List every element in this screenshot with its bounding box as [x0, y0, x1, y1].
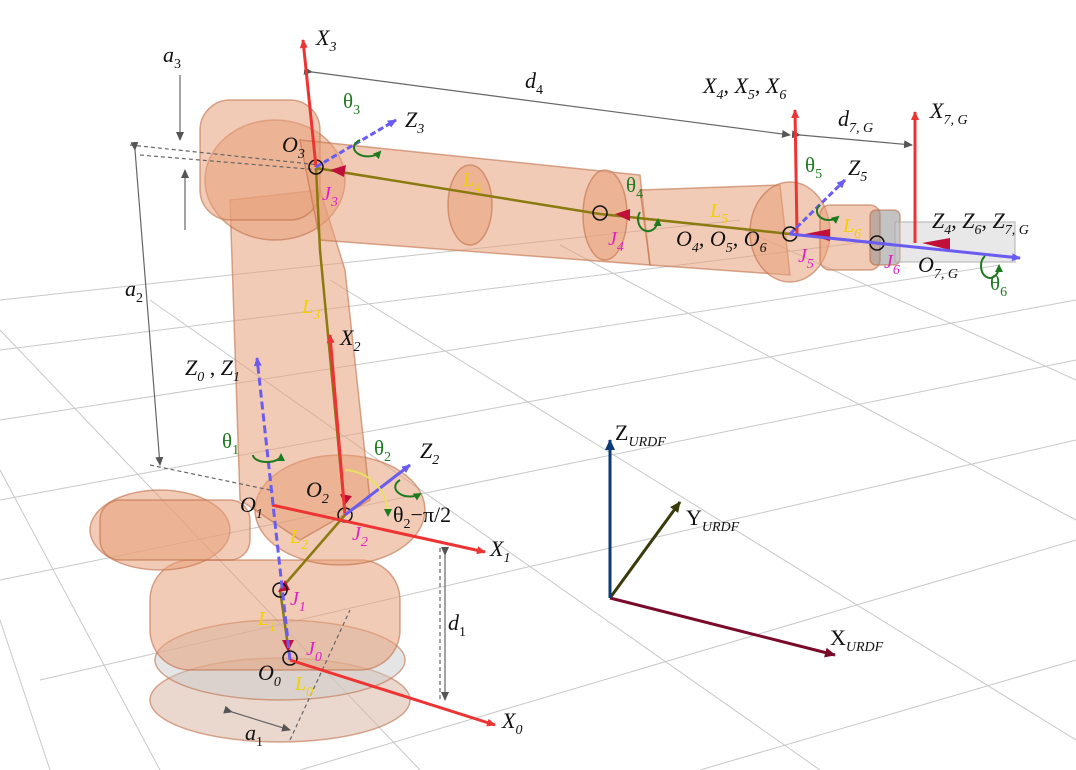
label-j5: J5: [798, 245, 814, 272]
label-l6: L6: [842, 215, 861, 242]
label-a2: a2: [125, 276, 143, 306]
label-x3: X3: [315, 25, 336, 55]
label-urdf-y: YURDF: [686, 505, 740, 535]
label-urdf-x: XURDF: [830, 625, 884, 655]
label-x1: X1: [489, 536, 510, 566]
label-l1: L1: [257, 608, 276, 635]
label-theta2: θ2: [374, 436, 391, 465]
label-z3: Z3: [405, 107, 424, 137]
label-j0: J0: [306, 638, 322, 665]
label-j2: J2: [352, 523, 368, 550]
label-theta4: θ4: [626, 173, 643, 202]
label-z2: Z2: [420, 438, 439, 468]
label-x2: X2: [339, 325, 360, 355]
urdf-y-axis: [608, 501, 682, 599]
label-o456: O4, O5, O6: [676, 226, 767, 256]
urdf-frame: [605, 439, 836, 658]
label-d4: d4: [525, 68, 543, 98]
label-o2: O2: [306, 477, 329, 507]
label-j3: J3: [322, 183, 338, 210]
label-theta2-offset: θ2−π/2: [393, 502, 451, 532]
x-axes: [271, 39, 919, 727]
label-d1: d1: [448, 610, 466, 640]
label-a3: a3: [163, 42, 181, 72]
label-o0: O0: [258, 660, 281, 690]
label-d7g: d7, G: [838, 106, 873, 136]
dimension-lines: [129, 66, 913, 741]
label-urdf-z: ZURDF: [615, 420, 666, 450]
label-l3: L3: [301, 296, 320, 323]
label-j4: J4: [608, 228, 624, 255]
label-l2: L2: [289, 526, 308, 553]
label-x0: X0: [501, 708, 522, 738]
label-o7g: O7, G: [918, 252, 958, 282]
label-x7g: X7, G: [929, 98, 968, 128]
label-theta5: θ5: [805, 153, 822, 182]
label-o1: O1: [240, 492, 263, 522]
label-z5: Z5: [848, 155, 867, 185]
label-x456: X4, X5, X6: [702, 73, 786, 103]
theta2-offset-arc: [344, 469, 393, 517]
label-l4: L4: [462, 169, 481, 196]
label-l0: L0: [294, 673, 313, 700]
label-theta6: θ6: [990, 271, 1007, 300]
label-z467: Z4, Z6, Z7, G: [932, 208, 1029, 238]
label-z01: Z0 , Z1: [185, 355, 240, 385]
label-j6: J6: [884, 251, 900, 278]
label-l5: L5: [709, 200, 728, 227]
label-j1: J1: [290, 588, 306, 615]
label-a1: a1: [245, 720, 263, 750]
label-theta3: θ3: [343, 89, 360, 118]
urdf-x-axis: [609, 596, 836, 658]
rotation-arrows: [252, 139, 1003, 501]
label-o3: O3: [282, 132, 305, 162]
label-theta1: θ1: [222, 429, 239, 458]
